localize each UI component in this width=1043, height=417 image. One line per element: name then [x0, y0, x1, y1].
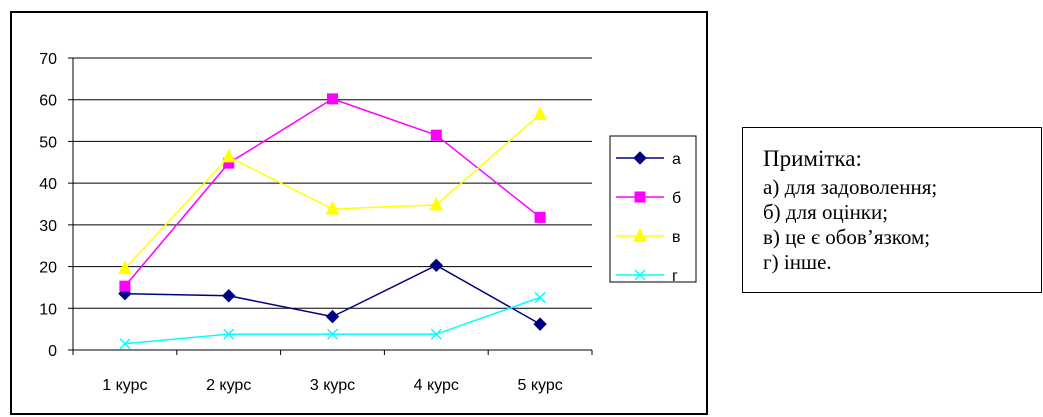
legend-marker	[633, 227, 647, 242]
data-point	[327, 93, 338, 105]
chart-frame: 0 10 20 30 40 50 60 70 1 курс 2 курс 3 курс 4 курс 5…	[10, 11, 708, 415]
y-tick-label: 10	[39, 301, 57, 318]
x-tick-label: 3 курс	[310, 377, 355, 394]
note-box: Примітка: а) для задоволення; б) для оці…	[742, 127, 1042, 293]
legend-label: б	[672, 190, 681, 207]
data-point	[429, 258, 444, 273]
x-tick-label: 1 курс	[102, 377, 147, 394]
legend-label: а	[672, 151, 681, 168]
y-tick-label: 60	[39, 93, 57, 110]
data-point	[119, 338, 131, 350]
data-point	[221, 148, 236, 163]
legend-marker	[634, 269, 646, 281]
note-title: Примітка:	[763, 146, 862, 171]
data-point	[325, 200, 340, 215]
y-tick-label: 0	[48, 343, 57, 360]
data-point	[118, 260, 132, 275]
y-tick-label: 40	[39, 176, 57, 193]
x-tick-label: 5 курс	[517, 377, 562, 394]
data-point	[534, 291, 546, 303]
data-point	[533, 106, 547, 120]
data-point	[326, 328, 339, 340]
data-point	[429, 196, 444, 211]
data-point	[533, 317, 547, 331]
y-tick-label: 50	[39, 134, 57, 151]
data-point	[430, 129, 442, 141]
legend-marker	[634, 191, 646, 203]
data-point	[325, 309, 340, 324]
legend-label: в	[672, 229, 681, 246]
legend-box	[609, 135, 697, 283]
data-point	[430, 328, 442, 340]
data-point	[534, 211, 546, 223]
data-point	[223, 328, 235, 340]
legend-label: г	[672, 268, 678, 285]
data-point	[119, 280, 131, 292]
x-tick-label: 2 курс	[206, 377, 251, 394]
note-line-g: г) інше.	[763, 250, 832, 274]
line-chart: 0 10 20 30 40 50 60 70 1 курс 2 курс 3 курс 4 курс 5…	[39, 51, 697, 394]
legend-marker	[633, 151, 647, 165]
data-point	[221, 289, 236, 303]
note-line-a: а) для задоволення;	[763, 175, 938, 199]
series-line-2	[124, 113, 541, 270]
y-tick-label: 20	[39, 260, 57, 277]
note-line-v: в) це є обов’язком;	[763, 225, 931, 249]
y-tick-label: 70	[39, 51, 57, 68]
x-tick-label: 4 курс	[414, 377, 459, 394]
note-line-b: б) для оцінки;	[763, 200, 889, 224]
series-line-1	[124, 98, 541, 287]
y-tick-label: 30	[39, 218, 57, 235]
